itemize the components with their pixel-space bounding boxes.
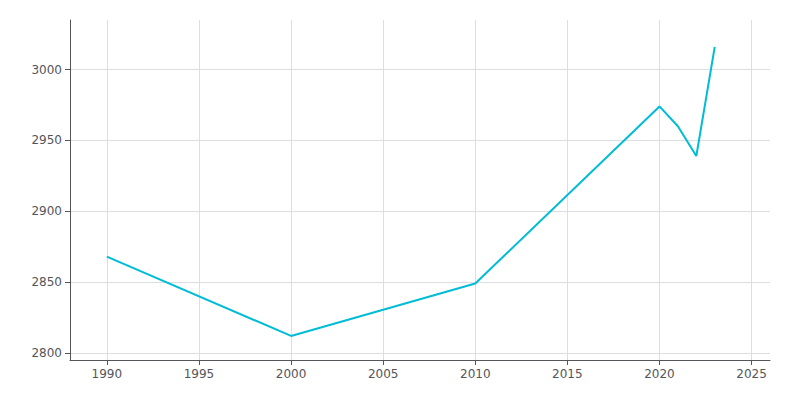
svg-text:1990: 1990: [92, 367, 123, 381]
svg-text:2020: 2020: [644, 367, 675, 381]
svg-text:2010: 2010: [460, 367, 491, 381]
svg-text:2015: 2015: [552, 367, 583, 381]
svg-text:2800: 2800: [31, 346, 62, 360]
svg-text:2005: 2005: [368, 367, 399, 381]
svg-text:2900: 2900: [31, 204, 62, 218]
svg-text:2850: 2850: [31, 275, 62, 289]
svg-text:2950: 2950: [31, 133, 62, 147]
svg-text:2000: 2000: [276, 367, 307, 381]
svg-text:2025: 2025: [736, 367, 767, 381]
svg-text:3000: 3000: [31, 63, 62, 77]
svg-text:1995: 1995: [184, 367, 215, 381]
